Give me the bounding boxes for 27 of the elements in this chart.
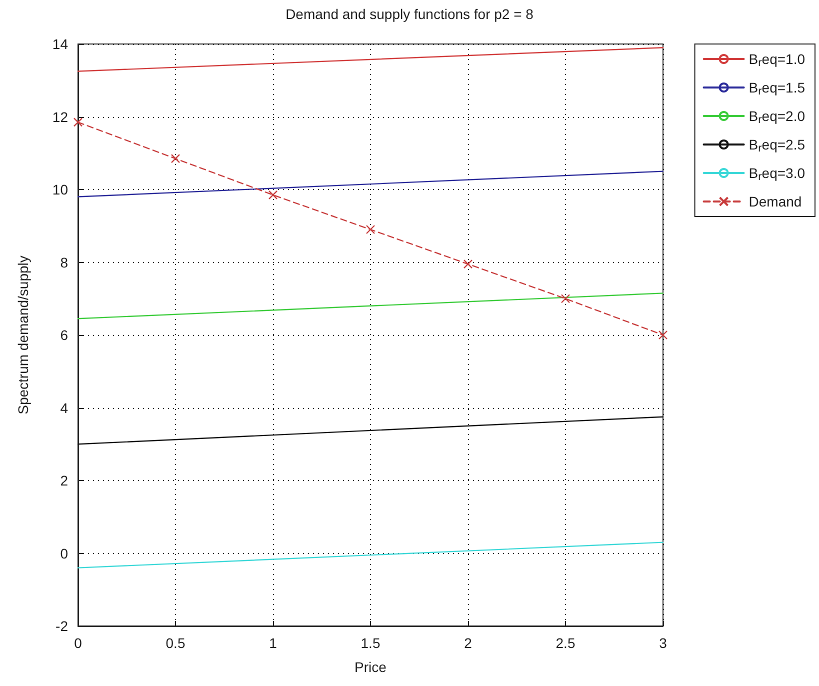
point (268, 190, 278, 200)
legend-label: Demand (748, 194, 802, 210)
y-tick-label: 2 (60, 472, 68, 488)
point (463, 259, 473, 269)
y-tick-label: 10 (52, 182, 68, 198)
point (170, 154, 180, 164)
point (73, 118, 83, 127)
point (560, 294, 570, 304)
y-tick-label: 14 (52, 36, 68, 52)
x-tick-label: 2.5 (556, 635, 576, 651)
y-axis-title: Spectrum demand/supply (15, 256, 31, 414)
x-tick-label: 0.5 (166, 635, 186, 651)
y-tick-label: 0 (60, 545, 68, 562)
point (366, 224, 376, 234)
y-tick-label: 8 (60, 254, 68, 270)
y-tick-label: 4 (60, 400, 68, 416)
chart-title: Demand and supply functions for p2 = 8 (286, 6, 534, 22)
x-tick-label: 1 (269, 635, 278, 651)
x-tick-label: 2 (464, 635, 472, 651)
y-tick-label: 6 (60, 327, 68, 343)
x-tick-label: 3 (659, 635, 668, 651)
point (658, 330, 668, 340)
x-tick-label: 1.5 (360, 635, 380, 651)
x-tick-label: 0 (74, 635, 82, 651)
x-axis-title: Price (354, 659, 387, 675)
y-tick-label: -2 (56, 618, 68, 634)
y-tick-label: 12 (52, 108, 68, 125)
